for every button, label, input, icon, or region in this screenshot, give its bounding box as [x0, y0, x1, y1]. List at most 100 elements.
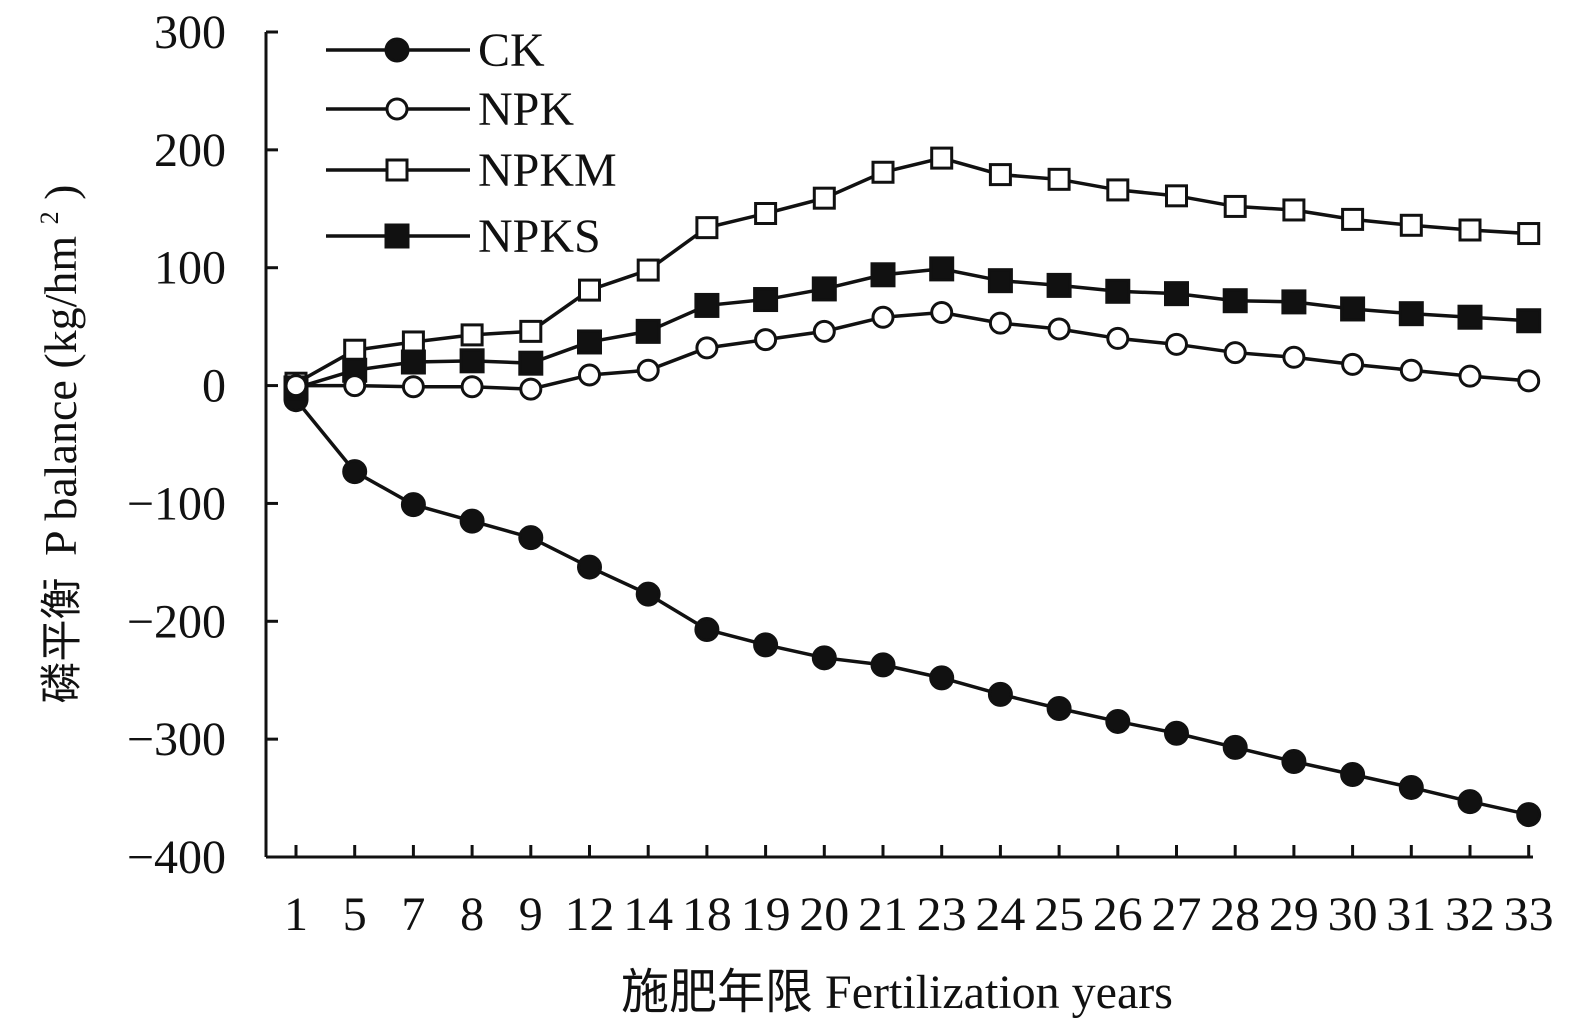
data-point-npk: [460, 375, 484, 399]
data-point-npks: [1164, 281, 1189, 307]
data-point-npkm: [871, 160, 895, 184]
data-point-npk: [1106, 326, 1130, 350]
data-point-ck: [811, 645, 837, 671]
data-point-npkm: [1399, 213, 1423, 237]
series-npk: [284, 301, 1541, 401]
x-tick-label: 18: [682, 888, 732, 941]
legend-label: CK: [478, 24, 545, 77]
series-line-npkm: [295, 156, 1529, 385]
data-point-npkm: [1517, 222, 1541, 246]
legend-item-npks: NPKS: [326, 210, 601, 263]
series-layer: [283, 146, 1542, 828]
data-point-npk: [343, 374, 367, 398]
legend-label: NPKM: [478, 144, 617, 197]
x-tick-label: 25: [1034, 888, 1084, 941]
data-point-ck: [1164, 720, 1189, 746]
data-point-npks: [1398, 301, 1424, 327]
data-point-npk: [519, 377, 543, 401]
y-axis-label: 磷平衡 P balance (kg/hm 2 ): [17, 184, 86, 703]
data-point-npk: [930, 301, 954, 324]
data-point-npk: [812, 319, 836, 343]
series-ck: [283, 387, 1542, 828]
series-line-npks: [295, 267, 1529, 390]
data-point-npkm: [1341, 207, 1365, 231]
data-point-ck: [1340, 762, 1366, 787]
y-tick-label: 0: [202, 360, 226, 413]
data-point-npks: [635, 318, 661, 344]
data-point-npkm: [1047, 167, 1071, 191]
data-point-npk: [871, 305, 895, 329]
y-tick-label: −100: [127, 477, 226, 530]
x-tick-label: 23: [917, 888, 967, 941]
data-point-ck: [870, 652, 896, 678]
data-point-ck: [1281, 749, 1307, 775]
legend-marker: [385, 158, 409, 182]
x-tick-label: 26: [1093, 888, 1143, 941]
data-point-npk: [284, 374, 308, 398]
legend: CK NPK NPKM NPKS: [326, 24, 617, 263]
x-tick-label: 20: [799, 888, 849, 941]
data-point-ck: [459, 508, 485, 534]
data-point-ck: [1457, 789, 1483, 815]
data-point-ck: [987, 681, 1013, 707]
y-axis-label-zh: 磷平衡: [37, 578, 86, 704]
data-point-ck: [577, 554, 602, 580]
data-point-npks: [753, 287, 779, 313]
y-axis-label-close: ): [35, 184, 86, 199]
x-tick-label: 31: [1386, 888, 1436, 941]
data-point-ck: [1516, 802, 1542, 828]
data-point-npkm: [1223, 194, 1247, 218]
legend-item-npk: NPK: [326, 83, 574, 136]
data-point-npk: [1165, 332, 1188, 356]
data-point-npkm: [1458, 218, 1482, 242]
legend-label: NPKS: [478, 210, 601, 263]
data-point-ck: [342, 459, 368, 485]
data-point-npks: [870, 262, 896, 288]
data-point-npks: [1222, 288, 1248, 314]
data-point-npkm: [519, 319, 543, 343]
x-tick-label: 30: [1328, 888, 1378, 941]
legend-item-npkm: NPKM: [326, 144, 617, 197]
x-tick-label: 8: [460, 888, 484, 941]
data-point-npk: [636, 358, 660, 382]
data-point-npkm: [578, 278, 601, 302]
data-point-npks: [694, 292, 720, 318]
y-tick-label: 100: [154, 242, 226, 295]
x-tick-label: 19: [741, 888, 791, 941]
data-point-npk: [1223, 341, 1247, 365]
x-tick-label: 14: [623, 888, 673, 941]
y-axis-label-sup: 2: [35, 211, 64, 224]
data-point-npks: [400, 349, 426, 375]
data-point-npkm: [343, 338, 367, 362]
data-point-npkm: [1282, 198, 1306, 222]
data-point-npk: [1399, 358, 1423, 382]
y-tick-label: −200: [127, 595, 226, 648]
data-point-ck: [1398, 774, 1424, 800]
x-tick-label: 28: [1210, 888, 1260, 941]
data-point-ck: [518, 525, 544, 551]
x-tick-label: 12: [565, 888, 615, 941]
x-tick-label: 29: [1269, 888, 1319, 941]
data-point-npk: [754, 328, 778, 352]
data-point-ck: [400, 492, 426, 518]
x-tick-label: 5: [343, 888, 367, 941]
y-tick-label: 300: [154, 6, 226, 59]
data-point-npk: [401, 375, 425, 399]
legend-item-ck: CK: [326, 24, 545, 77]
data-point-npk: [1282, 345, 1306, 369]
x-axis-label: 施肥年限 Fertilization years: [621, 966, 1173, 1019]
x-tick-label: 21: [858, 888, 908, 941]
data-point-ck: [1222, 734, 1248, 760]
data-point-npkm: [1165, 184, 1188, 208]
series-line-ck: [294, 398, 1530, 817]
x-tick-label: 27: [1152, 888, 1202, 941]
legend-marker: [384, 223, 410, 249]
data-point-npk: [578, 363, 601, 387]
y-axis-label-en: P balance (kg/hm: [35, 236, 86, 556]
data-point-npk: [1341, 352, 1365, 376]
data-point-npk: [988, 311, 1012, 335]
x-tick-label: 9: [519, 888, 543, 941]
x-tick-label: 33: [1504, 888, 1554, 941]
x-tick-label: 7: [401, 888, 425, 941]
x-axis-ticks: 1 5 7 8 9 12 14 18 19 20 21 23 24 25 26 27 28 29 30 31 32 33: [284, 845, 1554, 941]
